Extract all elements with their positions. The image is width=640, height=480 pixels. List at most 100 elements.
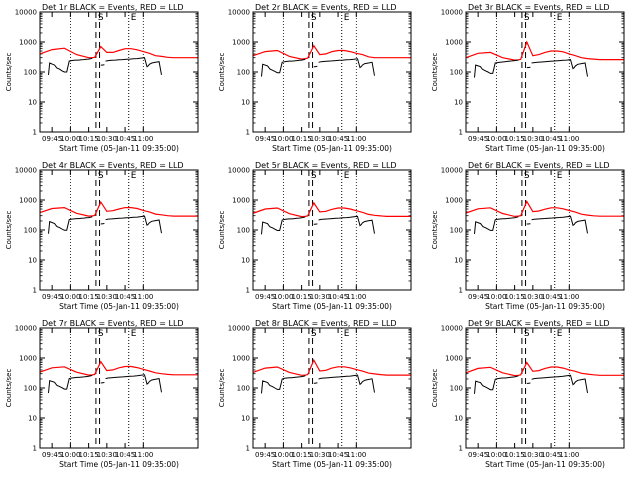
y-axis-label: Counts/sec	[5, 369, 13, 408]
y-tick-label: 10	[28, 415, 37, 423]
x-tick-label: 09:45	[255, 293, 275, 301]
x-tick-label: 11:00	[133, 135, 153, 143]
chart-title: Det 7r BLACK = Events, RED = LLD	[42, 319, 184, 328]
x-tick-label: 10:15	[79, 293, 99, 301]
plot-frame	[465, 11, 625, 133]
series-events-line	[318, 215, 375, 234]
x-tick-label: 10:15	[505, 293, 525, 301]
series-events-line	[261, 375, 306, 394]
series-lld-line	[39, 360, 198, 376]
marker-label: S	[311, 13, 317, 23]
x-tick-label: 10:00	[60, 293, 80, 301]
series-events-line	[313, 382, 318, 384]
series-events-line	[105, 215, 162, 234]
x-tick-label: 10:30	[310, 135, 330, 143]
series-lld-line	[465, 200, 624, 218]
x-tick-label: 10:00	[273, 135, 293, 143]
y-tick-label: 10000	[441, 325, 463, 333]
y-tick-label: 1000	[19, 355, 37, 363]
chart-title: Det 9r BLACK = Events, RED = LLD	[468, 319, 610, 328]
y-axis-label: Counts/sec	[218, 211, 226, 250]
series-events-line	[261, 216, 306, 235]
plot-frame	[39, 11, 199, 133]
y-tick-label: 100	[24, 227, 37, 235]
x-tick-label: 10:45	[328, 451, 348, 459]
x-axis-label: Start Time (05-Jan-11 09:35:00)	[59, 302, 179, 311]
marker-label: S	[524, 171, 530, 181]
y-tick-label: 10000	[15, 9, 37, 17]
chart-panel-5: Det 5r BLACK = Events, RED = LLD Counts/s…	[218, 161, 412, 311]
x-tick-label: 10:30	[97, 451, 117, 459]
x-tick-label: 09:45	[42, 135, 62, 143]
y-tick-label: 10	[454, 257, 463, 265]
series-events-line	[48, 374, 93, 394]
series-events-line	[531, 215, 588, 234]
series-lld-line	[465, 361, 624, 377]
x-tick-label: 09:45	[255, 135, 275, 143]
x-tick-label: 10:15	[292, 451, 312, 459]
x-tick-label: 11:00	[346, 293, 366, 301]
x-tick-label: 10:15	[79, 135, 99, 143]
chart-title: Det 4r BLACK = Events, RED = LLD	[42, 161, 184, 170]
chart-title: Det 3r BLACK = Events, RED = LLD	[468, 3, 610, 12]
marker-label: E	[344, 329, 350, 339]
series-events-line	[531, 374, 588, 394]
series-events-line	[105, 374, 162, 393]
series-events-line	[105, 57, 162, 75]
y-tick-label: 100	[450, 227, 463, 235]
series-events-line	[474, 375, 519, 394]
y-tick-label: 1000	[232, 197, 250, 205]
x-tick-label: 10:00	[60, 135, 80, 143]
y-tick-label: 10000	[228, 325, 250, 333]
plot-frame	[252, 169, 412, 291]
y-tick-label: 10	[454, 415, 463, 423]
series-lld-line	[39, 200, 198, 217]
series-events-line	[48, 216, 93, 234]
series-lld-line	[252, 358, 411, 376]
x-tick-label: 09:45	[468, 135, 488, 143]
y-tick-label: 1000	[232, 39, 250, 47]
chart-panel-9: Det 9r BLACK = Events, RED = LLD Counts/s…	[431, 319, 625, 469]
marker-label: S	[98, 171, 104, 181]
chart-panel-2: Det 2r BLACK = Events, RED = LLD Counts/s…	[218, 3, 412, 153]
x-tick-label: 09:45	[42, 451, 62, 459]
x-tick-label: 10:15	[292, 135, 312, 143]
y-tick-label: 1	[33, 445, 37, 453]
x-tick-label: 09:45	[468, 293, 488, 301]
y-tick-label: 1000	[232, 355, 250, 363]
y-tick-label: 10	[241, 415, 250, 423]
y-axis-label: Counts/sec	[218, 369, 226, 408]
x-tick-label: 11:00	[559, 451, 579, 459]
marker-label: S	[311, 171, 317, 181]
chart-title: Det 5r BLACK = Events, RED = LLD	[255, 161, 397, 170]
marker-label: E	[131, 329, 137, 339]
marker-label: S	[311, 329, 317, 339]
y-tick-label: 10000	[228, 9, 250, 17]
marker-label: S	[524, 329, 530, 339]
marker-label: E	[344, 13, 350, 23]
chart-panel-1: Det 1r BLACK = Events, RED = LLD Counts/s…	[5, 3, 199, 153]
y-tick-label: 100	[24, 69, 37, 77]
x-tick-label: 10:00	[273, 293, 293, 301]
y-tick-label: 1	[246, 445, 250, 453]
chart-panel-8: Det 8r BLACK = Events, RED = LLD Counts/s…	[218, 319, 412, 469]
x-tick-label: 09:45	[42, 293, 62, 301]
series-events-line	[318, 374, 375, 393]
y-tick-label: 10	[28, 99, 37, 107]
y-tick-label: 10000	[441, 167, 463, 175]
series-lld-line	[39, 45, 198, 59]
marker-label: E	[131, 13, 137, 23]
x-tick-label: 10:30	[310, 293, 330, 301]
plot-frame	[39, 327, 199, 449]
x-tick-label: 10:15	[292, 293, 312, 301]
y-tick-label: 100	[237, 227, 250, 235]
marker-label: E	[344, 171, 350, 181]
y-axis-label: Counts/sec	[431, 369, 439, 408]
x-tick-label: 11:00	[346, 451, 366, 459]
y-tick-label: 10000	[15, 325, 37, 333]
marker-label: E	[131, 171, 137, 181]
x-tick-label: 10:45	[115, 293, 135, 301]
x-axis-label: Start Time (05-Jan-11 09:35:00)	[485, 460, 605, 469]
y-tick-label: 1	[459, 129, 463, 137]
y-tick-label: 10000	[15, 167, 37, 175]
